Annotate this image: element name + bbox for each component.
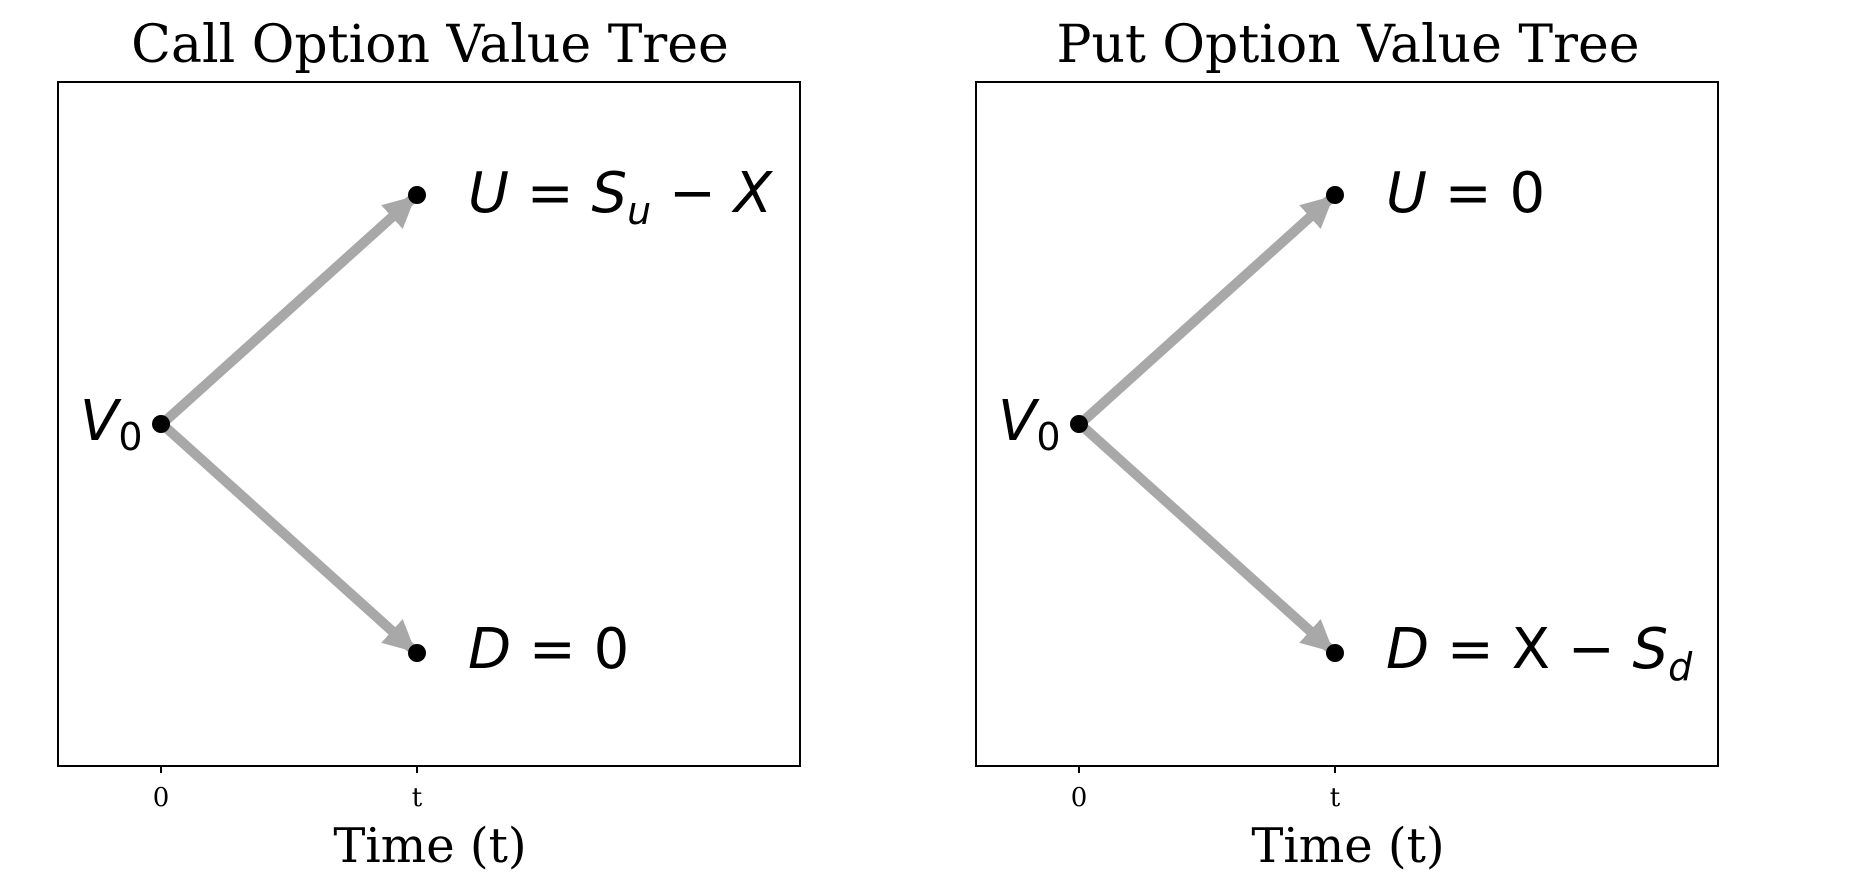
- put-xlabel: Time (t): [1251, 818, 1444, 874]
- put-down-label: D = X − Sd: [1386, 617, 1693, 689]
- call-xlabel: Time (t): [333, 818, 526, 874]
- put-down-node: [1326, 644, 1344, 662]
- call-panel: Call Option Value Tree V0 U = Su − X D =…: [57, 15, 801, 874]
- call-title: Call Option Value Tree: [131, 15, 729, 75]
- call-up-branch-arrow: [158, 195, 416, 428]
- call-xtick-0-label: 0: [153, 783, 170, 813]
- call-root-label: V0: [80, 389, 143, 459]
- put-up-branch-arrow: [1076, 195, 1334, 428]
- put-plot-frame: [975, 81, 1719, 767]
- put-title: Put Option Value Tree: [1057, 15, 1640, 75]
- call-up-node: [408, 186, 426, 204]
- put-down-branch-arrow: [1076, 420, 1334, 653]
- put-panel: Put Option Value Tree V0 U = 0 D = X − S…: [975, 15, 1719, 874]
- call-down-branch-arrow: [158, 420, 416, 653]
- put-up-label: U = 0: [1386, 161, 1545, 226]
- call-plot-frame: [57, 81, 801, 767]
- put-xtick-t-label: t: [1330, 783, 1341, 813]
- put-xtick-0-label: 0: [1071, 783, 1088, 813]
- put-up-node: [1326, 186, 1344, 204]
- put-root-node: [1070, 415, 1088, 433]
- call-root-node: [152, 415, 170, 433]
- call-up-label: U = Su − X: [468, 161, 774, 233]
- call-down-label: D = 0: [468, 617, 629, 682]
- call-xtick-t-label: t: [412, 783, 423, 813]
- call-down-node: [408, 644, 426, 662]
- put-root-label: V0: [998, 389, 1061, 459]
